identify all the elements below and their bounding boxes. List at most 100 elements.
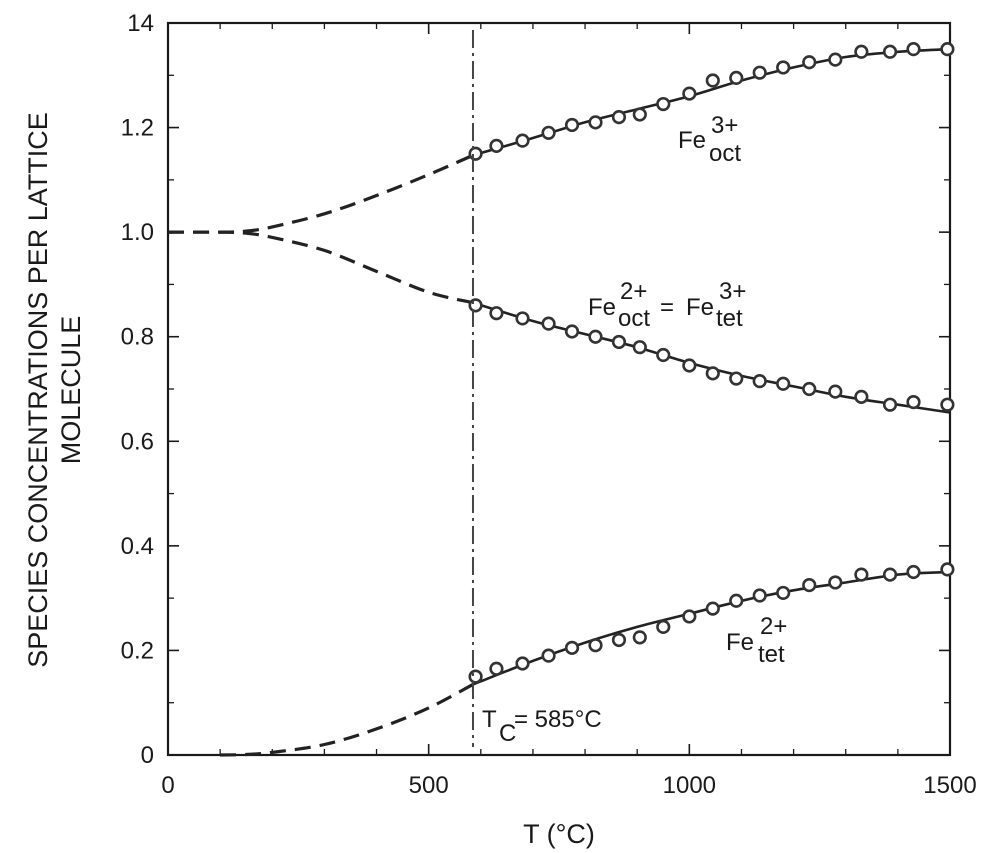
series-1-point [588,329,603,344]
y-tick-label: 0 [141,742,154,769]
series-0-point [656,96,671,112]
fe-equals-sign: = [660,294,674,321]
series-0-point [564,117,580,133]
series-1-point [541,316,556,331]
fe3-tet-label-sup: 3+ [719,278,746,305]
series-2-point [468,669,483,684]
x-tick-label: 500 [409,772,449,799]
series-2-point [802,577,817,593]
y-tick-label: 14 [127,10,154,37]
series-0-point [828,52,843,67]
y-tick-label: 0.2 [121,637,154,664]
series-1-point [906,394,921,410]
series-2-point [906,564,921,580]
y-tick-label: 0.4 [121,533,154,560]
series-2-point [752,588,767,603]
series-1-point [705,366,720,381]
series-2-point [656,619,671,635]
series-1-point [611,334,627,350]
data-markers [468,42,955,684]
series-2-point [940,562,955,577]
series-2-point [705,601,720,616]
series-2-point [515,656,530,671]
fe3-oct-label-sup: 3+ [711,112,738,139]
tc-label-sub: C [499,720,516,747]
series-0-point [632,107,647,122]
series-1-point [776,376,791,391]
x-axis-label: T (°C) [523,819,595,849]
series-1-point [656,347,671,363]
series-2-point [882,567,898,582]
series-1-point [682,358,697,373]
series-0-point [729,70,744,85]
series-2-point [632,630,647,645]
fe2-oct-label-base: Fe [588,294,616,321]
series-1-point [882,397,898,412]
series-1-point [729,371,744,386]
fe3-oct-label-sub: oct [709,140,741,167]
series-0-point [802,55,817,70]
series-1-point [632,340,647,355]
series-2-point [564,640,580,655]
series-1-point [802,381,817,397]
series-0-point [854,44,869,59]
series-0-point [515,133,530,148]
series-1-point [468,298,483,313]
series-2-point [682,609,697,624]
series-1-point [828,384,843,399]
y-axis-label-line1: SPECIES CONCENTRATIONS PER LATTICE [23,112,53,668]
series-0-point [776,60,791,75]
fe2-tet-label-sup: 2+ [760,613,787,640]
series-0-point [588,115,603,130]
series-0-point [882,44,898,59]
fe3-tet-label-base: Fe [686,294,714,321]
series-1-point [564,324,580,339]
y-tick-label: 1.2 [121,115,154,142]
series-0-point [541,125,556,140]
series-0-dashed-curve [167,153,474,234]
series-1-point [854,389,869,404]
series-2-solid-curve [472,570,951,686]
series-2-point [489,661,504,676]
series-0-point [468,146,483,161]
series-1-point [515,311,530,326]
series-2-dashed-curve [220,682,474,757]
series-0-solid-curve [472,47,951,157]
x-tick-label: 0 [161,772,174,799]
series-1-point [940,397,955,412]
y-tick-label: 0.8 [121,324,154,351]
tc-label-value: = 585°C [514,706,602,733]
series-0-point [489,138,504,153]
series-0-point [682,86,697,101]
series-2-point [729,593,744,608]
series-0-point [705,73,720,88]
series-0-point [906,42,921,57]
series-2-point [611,632,627,648]
axis-tick-labels: 0 500 1000 1500 0 0.2 0.4 0.6 0.8 1.0 1.2 14 [121,10,977,799]
axis-ticks [167,22,951,756]
fe2-oct-label-sup: 2+ [620,278,647,305]
y-tick-label: 0.6 [121,428,154,455]
series-2-point [588,638,603,653]
series-1-dashed-curve [167,230,474,305]
series-2-point [828,575,843,590]
y-tick-label: 1.0 [121,219,154,246]
series-0-point [940,42,955,57]
y-axis-label-line2: MOLECULE [56,316,86,465]
series-2-point [776,585,791,601]
x-tick-label: 1500 [923,772,976,799]
series-2-point [541,648,556,663]
series-0-point [611,110,627,125]
fe3-tet-label-sub: tet [716,305,743,332]
data-curves [167,47,951,757]
series-1-point [489,306,504,321]
series-1-point [752,374,767,389]
fe3-oct-label-base: Fe [678,127,706,154]
series-2-point [854,567,869,582]
tc-label-main: T [482,706,497,733]
x-tick-label: 1000 [663,772,716,799]
fe2-tet-label-sub: tet [758,641,785,668]
fe2-oct-label-sub: oct [618,305,650,332]
